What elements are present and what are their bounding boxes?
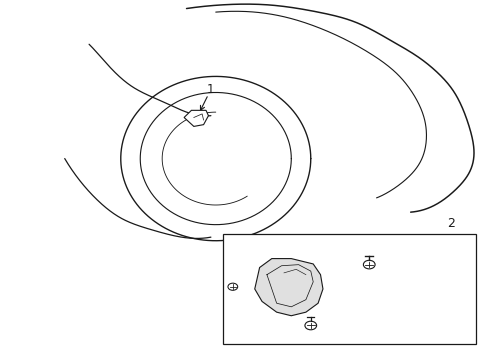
Circle shape — [305, 321, 317, 330]
Text: 4: 4 — [376, 285, 384, 298]
Polygon shape — [184, 111, 208, 126]
Circle shape — [228, 283, 238, 290]
Text: 2: 2 — [447, 217, 455, 230]
Text: 3: 3 — [345, 319, 352, 332]
Bar — [223, 234, 476, 344]
Text: 1: 1 — [207, 83, 215, 96]
Polygon shape — [255, 258, 323, 316]
Circle shape — [364, 260, 375, 269]
